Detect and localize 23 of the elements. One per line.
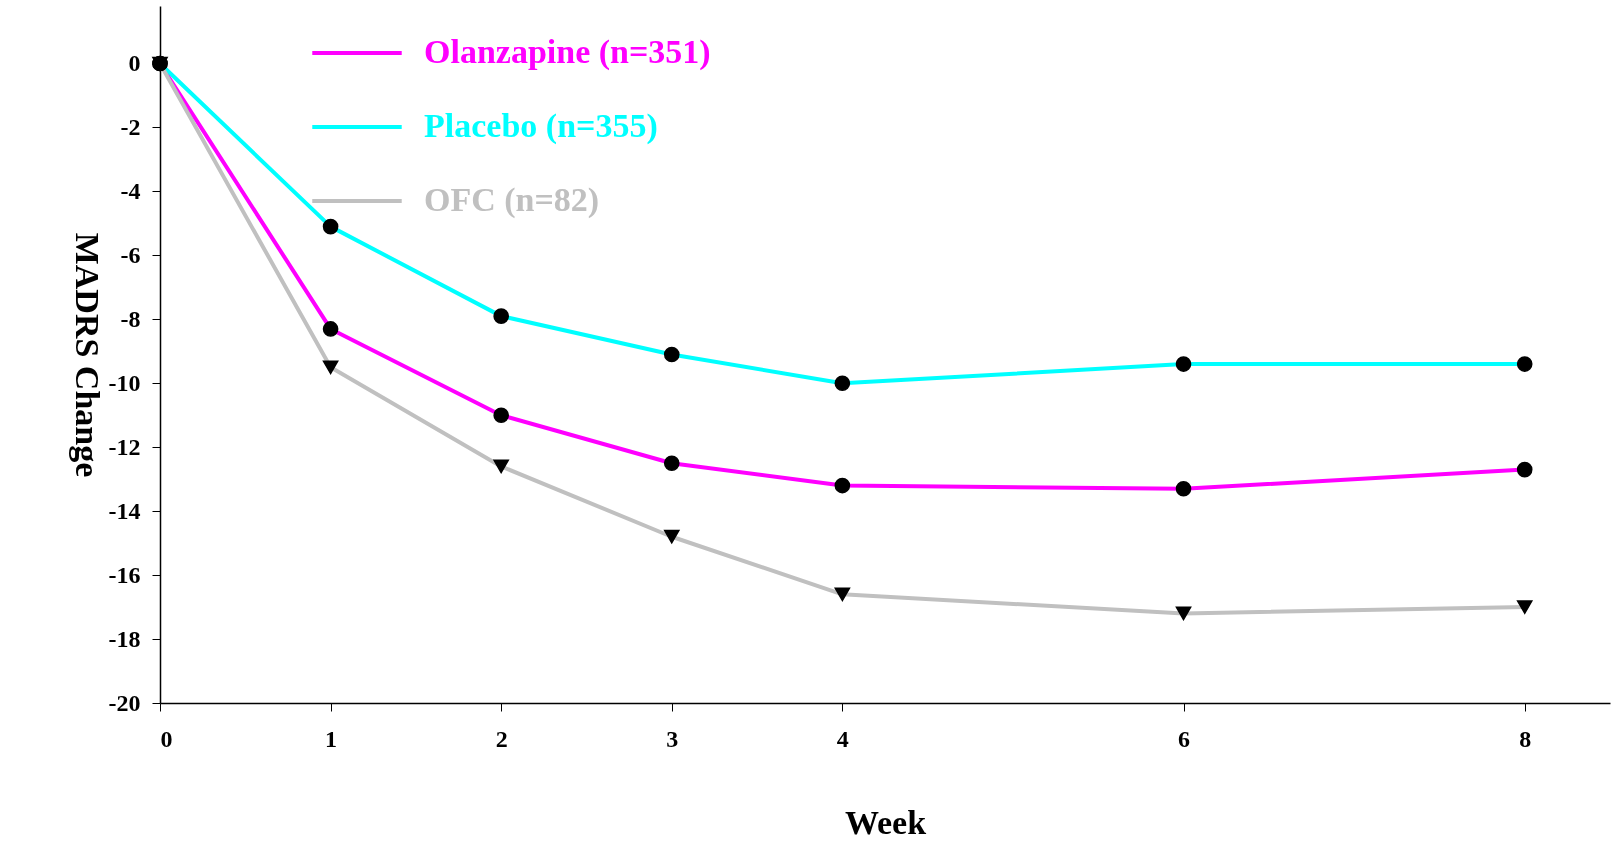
- legend-label: Placebo (n=355): [424, 107, 658, 145]
- x-tick-label: 6: [1178, 725, 1191, 752]
- x-tick-label: 3: [666, 725, 679, 752]
- y-tick-label: -6: [120, 241, 141, 268]
- y-tick-label: -18: [108, 625, 141, 652]
- y-tick-label: -2: [120, 114, 141, 140]
- y-tick-label: -4: [120, 177, 141, 204]
- y-tick-label: -16: [108, 561, 141, 588]
- y-tick-label: -8: [120, 305, 141, 332]
- y-tick-label: -12: [108, 433, 141, 460]
- y-tick-label: -20: [108, 689, 141, 716]
- x-tick-label: 4: [836, 725, 849, 752]
- y-tick-label: -14: [108, 497, 141, 524]
- x-tick-label: 8: [1519, 725, 1532, 752]
- y-tick-label: 0: [128, 50, 141, 77]
- legend-label: OFC (n=82): [424, 181, 600, 219]
- x-tick-label: 2: [495, 725, 508, 752]
- x-tick-label: 1: [325, 725, 338, 752]
- y-axis-title: MADRS Change: [68, 232, 106, 478]
- x-axis-title: Week: [844, 803, 927, 841]
- y-tick-label: -10: [108, 369, 141, 396]
- legend-label: Olanzapine (n=351): [424, 33, 711, 71]
- x-tick-label: 0: [160, 725, 173, 752]
